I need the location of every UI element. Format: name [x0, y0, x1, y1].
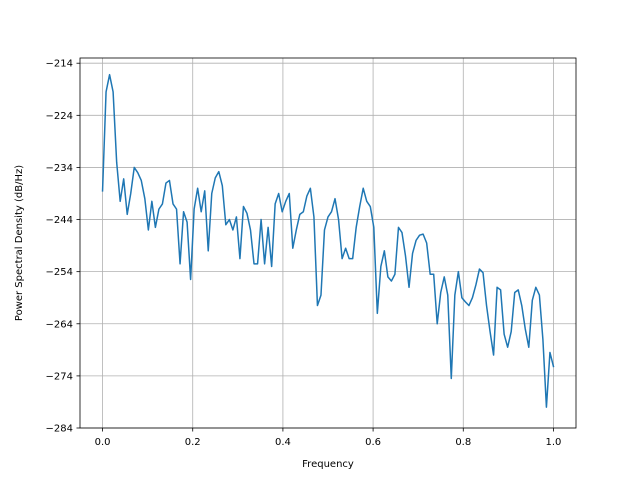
psd-line — [101, 73, 555, 408]
x-tick-label: 1.0 — [546, 437, 562, 448]
y-tick-label: −224 — [46, 111, 73, 122]
x-tick-label: 0.0 — [95, 437, 111, 448]
y-tick-label: −214 — [46, 59, 73, 70]
plot-frame — [79, 57, 577, 429]
y-tick-label: −284 — [46, 424, 73, 435]
plot-area-background — [80, 58, 576, 428]
y-tick-label: −274 — [46, 371, 73, 382]
y-tick-label: −254 — [46, 267, 73, 278]
x-tick-label: 0.2 — [185, 437, 201, 448]
series-layer — [101, 73, 555, 408]
x-tick-label: 0.6 — [365, 437, 381, 448]
y-tick-label: −234 — [46, 163, 73, 174]
x-axis-label: Frequency — [302, 459, 354, 470]
x-tick-label: 0.4 — [275, 437, 291, 448]
y-tick-label: −244 — [46, 215, 73, 226]
x-tick-label: 0.8 — [455, 437, 471, 448]
y-axis-label: Power Spectral Density (dB/Hz) — [14, 165, 25, 321]
y-tick-label: −264 — [46, 319, 73, 330]
axis-ticks: 0.0 0.2 0.4 0.6 0.8 1.0 −214 −224 −234 −244 −254 −2… — [46, 59, 562, 448]
